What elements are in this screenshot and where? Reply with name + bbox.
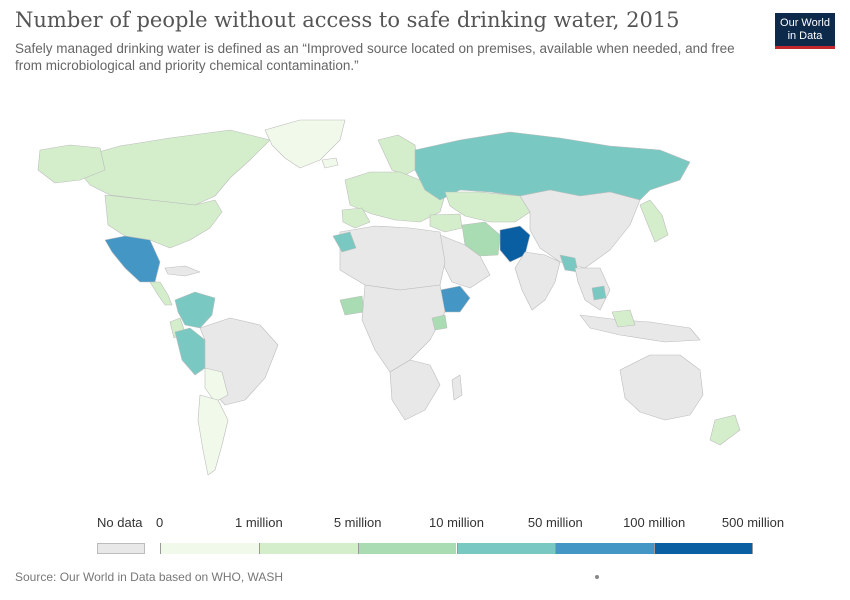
legend-tick-label: 100 million — [623, 515, 686, 530]
region-russia[interactable] — [414, 131, 691, 201]
region-usa[interactable] — [104, 194, 223, 249]
legend-tick-label: 10 million — [429, 515, 484, 530]
source-note: Source: Our World in Data based on WHO, … — [15, 570, 284, 584]
region-peru[interactable] — [174, 327, 206, 376]
region-europe[interactable] — [344, 171, 446, 223]
legend-bin-4[interactable] — [555, 543, 655, 554]
region-new-zealand[interactable] — [709, 414, 741, 446]
chart-subtitle: Safely managed drinking water is defined… — [15, 41, 735, 73]
region-alaska[interactable] — [37, 144, 106, 184]
legend-tick-label: 0 — [156, 515, 164, 530]
region-central-africa[interactable] — [361, 284, 446, 373]
logo-line-1: Our World — [780, 17, 830, 29]
region-iberia[interactable] — [341, 207, 371, 229]
owid-logo[interactable]: Our World in Data — [775, 13, 835, 49]
region-madagascar[interactable] — [451, 374, 463, 401]
legend-bin-0[interactable] — [160, 543, 259, 554]
region-india[interactable] — [514, 251, 561, 311]
region-scandinavia-uk[interactable] — [377, 134, 419, 176]
region-japan[interactable] — [639, 199, 669, 243]
region-colombia-venezuela[interactable] — [174, 291, 216, 329]
legend-no-data-swatch[interactable] — [97, 543, 145, 554]
region-canada[interactable] — [69, 129, 271, 206]
region-central-america[interactable] — [149, 281, 173, 306]
legend-no-data-label: No data — [97, 515, 143, 530]
region-mexico[interactable] — [104, 235, 161, 283]
region-morocco[interactable] — [332, 231, 357, 253]
legend-tick-label: 5 million — [333, 515, 382, 530]
region-kazakhstan-central-asia[interactable] — [444, 191, 531, 223]
legend-tick-label: 500 million — [721, 515, 785, 530]
logo-line-2: in Data — [787, 30, 823, 42]
region-philippines-malaysia[interactable] — [611, 309, 636, 328]
timeline-dot[interactable] — [595, 575, 599, 579]
chart-title: Number of people without access to safe … — [15, 8, 680, 32]
legend-bin-3[interactable] — [456, 543, 556, 554]
region-argentina-chile[interactable] — [197, 394, 229, 476]
region-north-africa[interactable] — [339, 225, 446, 291]
legend-tick-label: 50 million — [527, 515, 583, 530]
region-bolivia-paraguay[interactable] — [204, 367, 229, 403]
region-cambodia[interactable] — [591, 285, 607, 301]
region-greenland[interactable] — [264, 119, 346, 169]
region-indonesia[interactable] — [579, 314, 701, 343]
legend-bin-2[interactable] — [357, 543, 457, 554]
legend-tick-label: 1 million — [234, 515, 283, 530]
region-southern-africa[interactable] — [389, 359, 441, 421]
region-turkey-middle-east[interactable] — [429, 213, 463, 233]
legend-bin-5[interactable] — [654, 543, 753, 554]
region-west-africa-coast[interactable] — [339, 295, 365, 316]
region-australia[interactable] — [619, 354, 704, 421]
legend-bin-1[interactable] — [258, 543, 358, 554]
region-china-mongolia[interactable] — [519, 189, 641, 269]
region-caribbean[interactable] — [164, 265, 201, 277]
region-east-africa-uganda[interactable] — [431, 314, 448, 331]
region-iceland[interactable] — [321, 157, 339, 169]
world-map — [37, 119, 741, 476]
